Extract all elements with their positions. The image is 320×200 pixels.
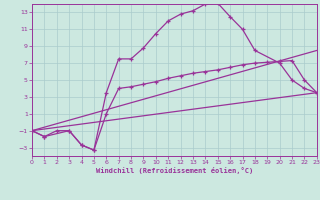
X-axis label: Windchill (Refroidissement éolien,°C): Windchill (Refroidissement éolien,°C) (96, 167, 253, 174)
